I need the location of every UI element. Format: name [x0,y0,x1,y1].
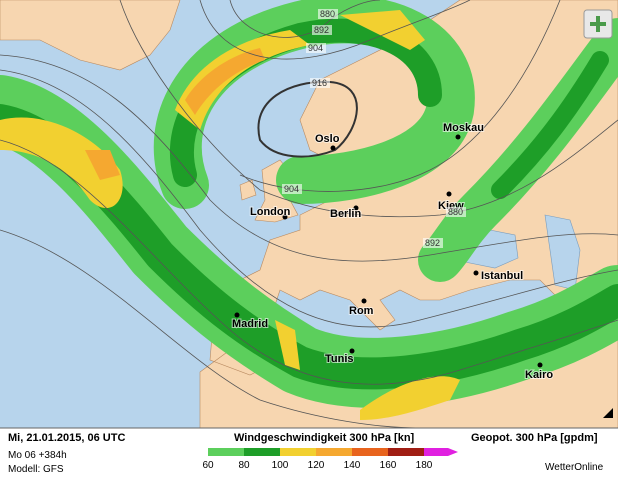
city-dot [282,214,288,220]
legend-swatch [388,448,424,456]
legend-arrow [424,448,458,456]
city-dot [537,362,543,368]
model: Modell: GFS [8,464,64,475]
date: Mi, 21.01.2015, 06 UTC [8,432,125,444]
city-label: Tunis [325,353,354,365]
contour-label: 880 [448,207,463,217]
city-label: Rom [349,305,374,317]
legend-swatch [208,448,244,456]
legend-title: Windgeschwindigkeit 300 hPa [kn] [234,432,415,444]
city-dot [353,205,359,211]
city-label: Madrid [232,318,268,330]
wind-maxima [0,10,460,420]
zoom-button[interactable] [583,9,613,39]
contour-label-bg [306,43,326,53]
legend-swatch [316,448,352,456]
contour-label: 892 [314,25,329,35]
corner-marker [603,408,613,418]
contour-label: 916 [312,78,327,88]
legend-value: 180 [416,460,433,471]
legend-value: 100 [272,460,289,471]
contour-label-bg [310,78,330,88]
contour-label-bg [312,25,332,35]
city-dot [330,145,336,151]
contour-label-bg [446,207,466,217]
contour-label: 904 [308,43,323,53]
city-dot [234,312,240,318]
contour-label: 904 [284,184,299,194]
brand: WetterOnline [545,462,604,473]
city-dot [455,134,461,140]
city-label: Berlin [330,208,361,220]
city-label: Kairo [525,369,553,381]
contour-labels: 880 892 904 916 904 880 892 [282,9,466,248]
legend-value: 60 [202,460,214,471]
city-dot [361,298,367,304]
city-label: Istanbul [481,270,523,282]
legend-value: 80 [238,460,250,471]
contour-label-bg [282,184,302,194]
legend-value: 160 [380,460,397,471]
contour-lines [0,0,618,429]
legend-swatch [280,448,316,456]
contour-label: 892 [425,238,440,248]
run: Mo 06 +384h [8,450,67,461]
contour-label: 880 [320,9,335,19]
city-dot [446,191,452,197]
contour-label-bg [318,9,338,19]
legend-value: 120 [308,460,325,471]
right-title: Geopot. 300 hPa [gpdm] [471,432,598,444]
city-label: London [250,206,291,218]
contour-label-bg [423,238,443,248]
legend: 60 80 100 120 140 160 180 [202,448,458,471]
city-label: Moskau [443,122,484,134]
legend-swatch [352,448,388,456]
city-dot [349,348,355,354]
plus-icon[interactable] [590,16,606,32]
legend-value: 140 [344,460,361,471]
legend-swatch [244,448,280,456]
city-dot [473,270,479,276]
city-label: Oslo [315,133,340,145]
